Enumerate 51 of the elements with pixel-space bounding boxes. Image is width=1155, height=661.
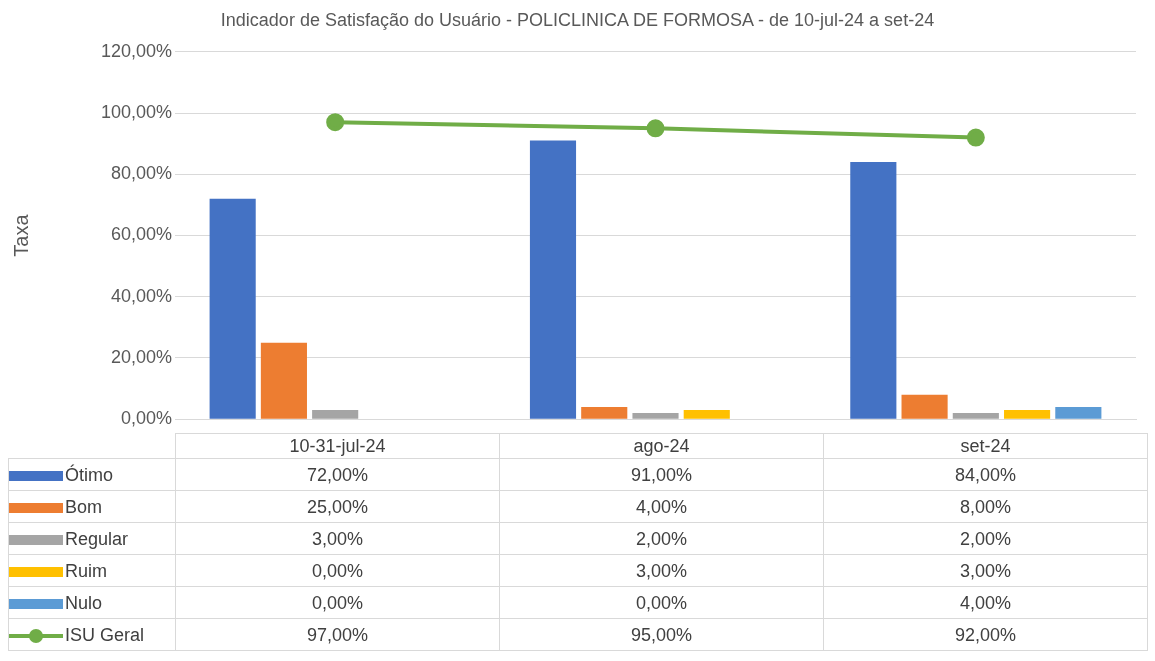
bar <box>683 410 730 419</box>
y-tick-label: 100,00% <box>100 102 172 122</box>
data-label: 4,00% <box>823 586 1148 619</box>
x-tick-label: set-24 <box>823 433 1148 459</box>
bar <box>850 162 897 419</box>
y-tick-label: 40,00% <box>110 285 172 306</box>
bar <box>312 410 359 419</box>
y-axis-title: Taxa <box>9 214 33 257</box>
data-label: 0,00% <box>499 586 824 619</box>
data-label: 2,00% <box>823 522 1148 555</box>
y-tick-label: 60,00% <box>110 224 172 245</box>
data-label: 3,00% <box>823 554 1148 587</box>
data-label: 72,00% <box>175 458 500 491</box>
data-label: 91,00% <box>499 458 824 491</box>
bar <box>1055 406 1102 419</box>
bar <box>581 406 628 419</box>
legend-label: Bom <box>8 490 176 523</box>
y-tick-label: 20,00% <box>110 346 172 367</box>
bar <box>529 140 577 419</box>
legend-label: ISU Geral <box>8 618 176 651</box>
data-label: 92,00% <box>823 618 1148 651</box>
data-label: 3,00% <box>175 522 500 555</box>
legend-label: Ruim <box>8 554 176 587</box>
y-tick-label: 80,00% <box>110 163 172 184</box>
data-label: 8,00% <box>823 490 1148 523</box>
data-label: 4,00% <box>499 490 824 523</box>
x-tick-label: ago-24 <box>499 433 824 459</box>
bar <box>632 413 679 419</box>
bar <box>901 394 948 419</box>
data-label: 0,00% <box>175 554 500 587</box>
data-label: 25,00% <box>175 490 500 523</box>
legend-label: Ótimo <box>8 458 176 491</box>
chart-title: Indicador de Satisfação do Usuário - POLICLINICA DE FORMOSA - de 10-jul-24 a set-24 <box>219 9 936 32</box>
point <box>326 113 345 132</box>
bar <box>1004 410 1051 419</box>
bar <box>209 198 256 419</box>
legend-label: Regular <box>8 522 176 555</box>
data-label: 84,00% <box>823 458 1148 491</box>
y-tick-label: 0,00% <box>120 408 172 429</box>
point <box>966 128 985 147</box>
y-tick-label: 120,00% <box>100 40 172 61</box>
legend-label: Nulo <box>8 586 176 619</box>
bar <box>260 342 307 419</box>
data-label: 3,00% <box>499 554 824 587</box>
data-label: 97,00% <box>175 618 500 651</box>
data-label: 2,00% <box>499 522 824 555</box>
point <box>646 119 665 138</box>
x-tick-label: 10-31-jul-24 <box>175 433 500 459</box>
data-label: 0,00% <box>175 586 500 619</box>
bar <box>952 413 999 419</box>
data-label: 95,00% <box>499 618 824 651</box>
